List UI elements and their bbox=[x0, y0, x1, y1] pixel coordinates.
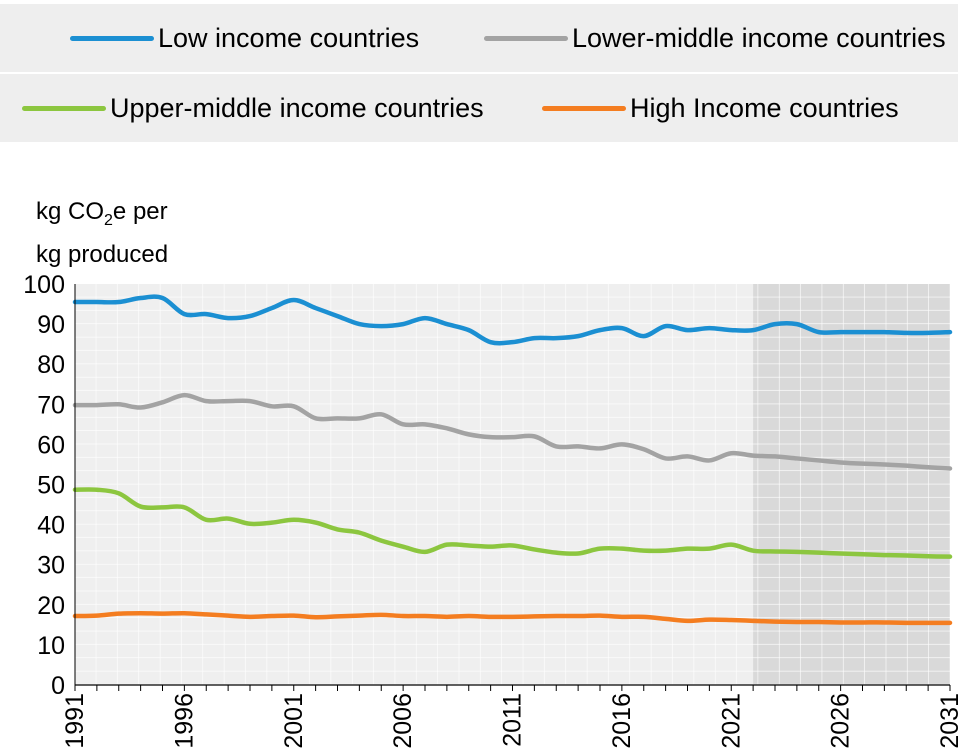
x-tick-label: 2026 bbox=[827, 693, 855, 749]
series-line-low bbox=[72, 294, 953, 346]
x-axis-ticks: 1991 1996 2001 2006 2011 2016 2021 2026 2031 bbox=[61, 685, 958, 749]
legend-item-low-income: Low income countries bbox=[70, 4, 419, 72]
legend-label-high-income: High Income countries bbox=[630, 92, 899, 123]
legend-label-low-income: Low income countries bbox=[158, 22, 420, 53]
x-tick-label: 2006 bbox=[389, 693, 417, 749]
legend-swatch-upper-middle-income bbox=[22, 105, 106, 111]
series-line-upper-middle bbox=[72, 487, 953, 559]
legend-row-1: Low income countries Lower-middle income… bbox=[0, 4, 958, 72]
y-axis-label-subscript: 2 bbox=[104, 211, 113, 229]
y-axis-label-line-1: kg CO2e per bbox=[36, 195, 168, 238]
x-tick-label: 1996 bbox=[170, 693, 198, 749]
y-tick-label: 100 bbox=[23, 271, 65, 299]
y-tick-label: 50 bbox=[37, 472, 65, 500]
legend-swatch-high-income bbox=[542, 105, 626, 111]
x-tick-label: 2011 bbox=[499, 693, 527, 747]
series-lines bbox=[72, 294, 953, 626]
x-tick-label: 2021 bbox=[717, 693, 745, 749]
legend-label-lower-middle-income: Lower-middle income countries bbox=[572, 22, 946, 53]
y-axis-ticks: 0 10 20 30 40 50 60 70 80 90 100 bbox=[23, 271, 65, 700]
y-tick-label: 0 bbox=[51, 672, 65, 700]
y-axis-label-suffix: e per bbox=[112, 198, 168, 225]
y-tick-label: 80 bbox=[37, 351, 65, 379]
y-tick-label: 30 bbox=[37, 552, 65, 580]
series-line-high bbox=[72, 610, 953, 626]
y-tick-label: 70 bbox=[37, 391, 65, 419]
series-line-lower-middle bbox=[72, 392, 953, 471]
legend-row-2: Upper-middle income countries High Incom… bbox=[0, 74, 958, 142]
x-tick-label: 2016 bbox=[608, 693, 636, 749]
y-axis-label-unit: kg CO bbox=[36, 198, 105, 225]
y-tick-label: 60 bbox=[37, 431, 65, 459]
y-tick-label: 20 bbox=[37, 592, 65, 620]
legend-label-upper-middle-income: Upper-middle income countries bbox=[110, 92, 484, 123]
y-axis-label-line-2: kg produced bbox=[36, 240, 169, 268]
legend-item-upper-middle-income: Upper-middle income countries bbox=[22, 74, 484, 142]
x-tick-label: 1991 bbox=[61, 693, 89, 749]
x-tick-label: 2031 bbox=[936, 693, 958, 749]
legend-item-lower-middle-income: Lower-middle income countries bbox=[484, 4, 946, 72]
legend-swatch-lower-middle-income bbox=[484, 35, 568, 41]
legend-item-high-income: High Income countries bbox=[542, 74, 899, 142]
y-axis-label: kg CO2e per kg produced bbox=[36, 195, 168, 272]
y-tick-label: 90 bbox=[37, 311, 65, 339]
y-tick-label: 10 bbox=[37, 632, 65, 660]
y-tick-label: 40 bbox=[37, 512, 65, 540]
legend-swatch-low-income bbox=[70, 35, 154, 41]
x-tick-label: 2001 bbox=[280, 693, 308, 749]
